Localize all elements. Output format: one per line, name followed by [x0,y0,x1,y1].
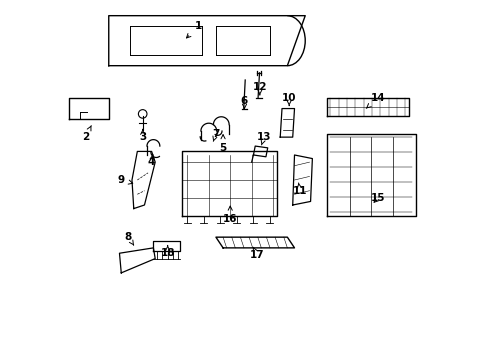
Text: 12: 12 [252,82,266,95]
Text: 14: 14 [366,93,385,108]
Text: 11: 11 [292,183,306,196]
Text: 2: 2 [82,126,91,142]
Text: 18: 18 [160,246,175,258]
Text: 5: 5 [219,135,226,153]
Text: 16: 16 [223,206,237,224]
Text: 1: 1 [186,21,201,38]
Text: 10: 10 [281,93,296,105]
Text: 4: 4 [148,154,155,167]
Text: 7: 7 [212,129,219,141]
Text: 6: 6 [241,96,247,109]
Text: 15: 15 [370,193,385,203]
Text: 13: 13 [256,132,271,145]
Text: 8: 8 [124,232,133,245]
Text: 9: 9 [118,175,132,185]
Text: 17: 17 [249,247,264,260]
Text: 3: 3 [139,129,146,142]
